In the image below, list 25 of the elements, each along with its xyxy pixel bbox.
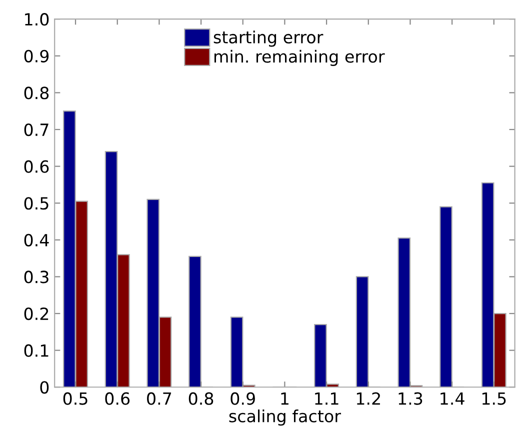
x-tick-label: 1.3 [398,392,422,405]
x-tick-label: 1.1 [315,392,338,405]
y-tick-label: 0.5 [24,197,48,210]
x-tick-label: 0.6 [105,392,130,405]
x-tick-label: 1.2 [356,392,380,405]
y-tick-label: 1.0 [25,13,49,26]
y-tick-label: 0.7 [24,123,48,136]
x-tick-label: 0.8 [188,392,214,405]
y-tick-label: 0.1 [24,344,48,357]
y-tick-label: 0.2 [24,307,48,320]
x-tick-label: 1 [281,392,288,405]
x-tick-label: 1.5 [482,392,506,405]
y-tick-label: 0.3 [24,270,48,284]
legend-label: min. remaining error [214,50,385,66]
y-tick-label: 0 [40,381,49,394]
y-tick-label: 0.4 [24,234,49,246]
legend-label: starting error [214,30,324,47]
x-axis-title: scaling factor [229,410,341,426]
x-tick-label: 0.9 [230,392,255,405]
x-tick-label: 1.4 [440,392,464,405]
y-tick-label: 0.9 [24,50,49,62]
y-tick-label: 0.8 [24,86,49,100]
x-tick-label: 0.7 [147,392,172,405]
y-tick-label: 0.6 [24,160,49,173]
x-tick-label: 0.5 [63,392,88,405]
